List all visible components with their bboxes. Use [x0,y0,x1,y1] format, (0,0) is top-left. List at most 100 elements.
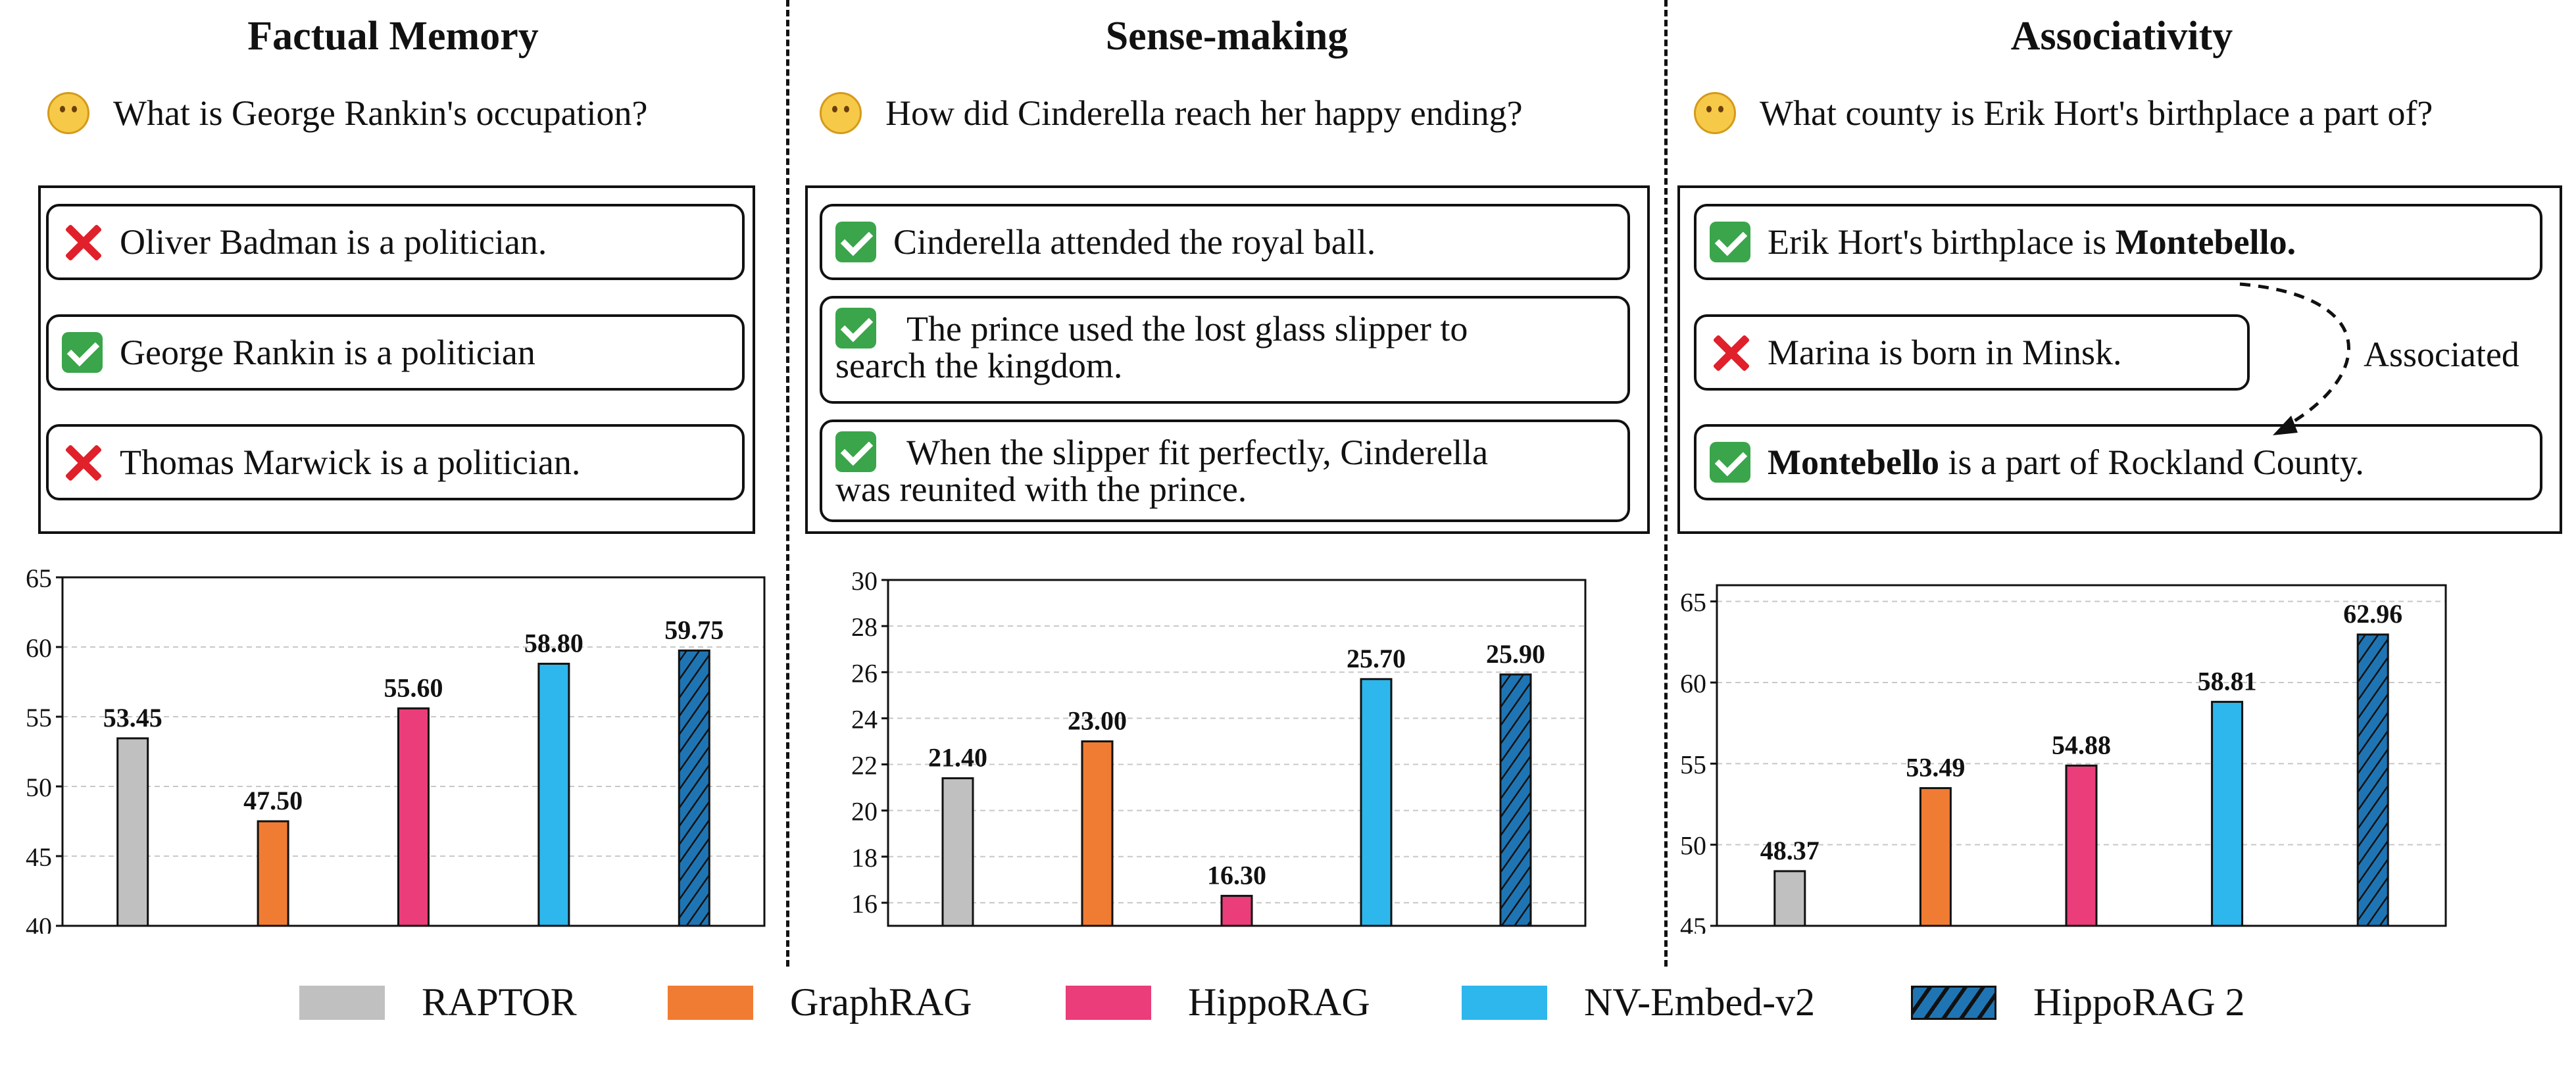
bar-nv-embed-v2 [537,662,570,927]
bar-raptor [1773,870,1806,927]
bar-raptor [116,737,149,927]
dashed-arrow-path [2239,282,2350,428]
legend-swatch [1462,985,1547,1020]
y-tick-label: 30 [851,566,878,596]
dashed-divider [1664,0,1668,967]
y-tick-label: 50 [26,773,52,802]
legend-item-raptor: RAPTOR [299,980,577,1025]
check-icon [1710,222,1750,262]
statement: Marina is born in Minsk. [1694,314,2250,391]
legend-swatch [668,985,753,1020]
panel-sense-making: Sense-making How did Cinderella reach he… [789,0,1664,1081]
thinking-face-icon [820,92,862,134]
bar-hipporag [397,707,430,927]
check-icon [1710,442,1750,483]
y-tick-label: 55 [1680,750,1706,779]
legend-swatch [299,985,385,1020]
statement-text-plain: Erik Hort's birthplace is [1768,222,2116,262]
y-tick-label: 22 [851,751,878,781]
statement-text-line-1: When the slipper fit perfectly, Cinderel… [906,433,1489,472]
plot-frame [1716,584,2447,927]
plot-frame [61,576,766,927]
bar-graphrag [1081,740,1114,927]
legend-label: RAPTOR [422,980,577,1024]
bar-hipporag-2 [1499,673,1532,927]
y-tick-label: 60 [1680,669,1706,698]
statement: When the slipper fit perfectly, Cinderel… [820,420,1630,522]
cross-icon [62,442,103,483]
statement-text: Marina is born in Minsk. [1768,333,2122,372]
y-tick-label: 26 [851,658,878,688]
y-tick-label: 65 [26,565,52,593]
bar-chart-factual-memory: 40 45 50 55 60 65 53.45 47.50 55.60 58.80 59.75 [26,565,766,934]
y-tick-label: 40 [26,912,52,934]
cross-icon [62,222,103,262]
y-tick-label: 16 [851,889,878,919]
check-icon [835,431,876,472]
bar-value-label: 55.60 [384,673,443,702]
y-tick-label: 45 [26,842,52,872]
bar-hipporag-2 [2356,633,2389,927]
thinking-face-icon [47,92,89,134]
statement-text-line-1: The prince used the lost glass slipper t… [906,309,1468,348]
y-tick-label: 60 [26,633,52,663]
bar-value-label: 48.37 [1760,836,1820,865]
bar-value-label: 53.45 [103,703,162,733]
check-icon [62,332,103,373]
legend-item-graphrag: GraphRAG [668,980,972,1025]
statement: Erik Hort's birthplace is Montebello. [1694,204,2542,280]
check-icon [835,308,876,348]
legend-swatch [1911,985,1996,1020]
bar-graphrag [257,820,289,927]
bar-value-label: 25.90 [1486,639,1545,669]
bar-value-label: 58.81 [2198,666,2257,696]
bar-value-label: 16.30 [1207,860,1266,890]
bar-value-label: 53.49 [1906,753,1965,782]
statement-text-bold: Montebello [1768,443,1939,482]
statement: Cinderella attended the royal ball. [820,204,1630,280]
bar-nv-embed-v2 [2211,700,2244,927]
statement-text-line-2: search the kingdom. [835,346,1123,385]
statement-text: Montebello is a part of Rockland County. [1768,444,2364,481]
statement: Montebello is a part of Rockland County. [1694,424,2542,500]
panel-title: Sense-making [1105,14,1349,59]
statements-box [805,185,1650,534]
legend-swatch [1066,985,1151,1020]
legend-label: HippoRAG [1188,980,1370,1024]
statement: George Rankin is a politician [46,314,745,391]
bar-hipporag [1220,894,1253,927]
y-tick-label: 28 [851,612,878,642]
bar-value-label: 25.70 [1347,644,1406,673]
statement-text: Oliver Badman is a politician. [120,222,547,262]
bar-graphrag [1919,787,1952,927]
statements-box [1677,185,2562,534]
statement: Oliver Badman is a politician. [46,204,745,280]
bar-raptor [941,777,974,927]
bar-hipporag-2 [678,649,710,927]
panel-title: Associativity [2010,14,2233,59]
y-tick-label: 50 [1680,831,1706,861]
statement-text: Thomas Marwick is a politician. [120,443,581,482]
panel-title: Factual Memory [247,14,539,59]
bar-value-label: 23.00 [1068,706,1127,735]
bar-chart-associativity: 45 50 55 60 65 48.37 53.49 54.88 58.81 62.96 [1680,584,2447,934]
statement: Thomas Marwick is a politician. [46,424,745,500]
y-tick-label: 45 [1680,912,1706,934]
statement-text-line-2: was reunited with the prince. [835,469,1247,509]
bar-chart-sense-making: 16 18 20 22 24 26 28 30 21.40 23.00 16.30 25.70 25.9… [851,566,1587,927]
dashed-divider [786,0,789,967]
bar-value-label: 54.88 [2052,730,2111,759]
bar-value-label: 47.50 [243,786,303,815]
plot-frame [887,579,1587,927]
panel-factual-memory: Factual Memory What is George Rankin's o… [0,0,786,1081]
check-icon [835,222,876,262]
y-tick-label: 24 [851,704,878,734]
statement-text: George Rankin is a politician [120,333,535,372]
arrowhead [2273,416,2298,435]
y-tick-label: 20 [851,797,878,827]
y-tick-label: 65 [1680,588,1706,617]
question-text: How did Cinderella reach her happy endin… [885,93,1523,133]
statement: The prince used the lost glass slipper t… [820,296,1630,404]
statements-box [38,185,755,534]
bar-value-label: 58.80 [524,628,583,658]
